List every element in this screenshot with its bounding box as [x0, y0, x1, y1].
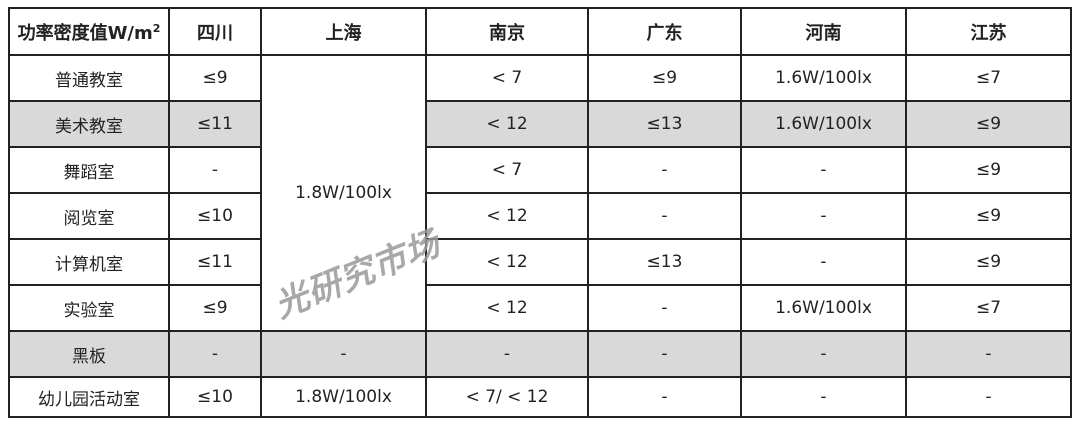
cell: ≤10 — [168, 376, 262, 418]
cell: 1.8W/100lx — [260, 376, 427, 418]
cell: - — [740, 192, 907, 240]
cell: < 12 — [425, 284, 589, 332]
cell: 1.6W/100lx — [740, 284, 907, 332]
cell: ≤10 — [168, 192, 262, 240]
cell: ≤9 — [905, 100, 1072, 148]
cell: - — [905, 330, 1072, 378]
row-label: 普通教室 — [8, 54, 170, 102]
cell: - — [740, 330, 907, 378]
row-label: 实验室 — [8, 284, 170, 332]
cell: < 7/ < 12 — [425, 376, 589, 418]
row-label: 计算机室 — [8, 238, 170, 286]
corner-header: 功率密度值W/m2 — [8, 7, 170, 56]
row-label: 幼儿园活动室 — [8, 376, 170, 418]
cell: - — [740, 146, 907, 194]
cell: ≤9 — [168, 54, 262, 102]
row-label: 阅览室 — [8, 192, 170, 240]
cell: < 7 — [425, 146, 589, 194]
cell: ≤9 — [905, 146, 1072, 194]
col-header: 上海 — [260, 7, 427, 56]
cell: - — [587, 330, 742, 378]
cell: - — [740, 238, 907, 286]
row-label: 舞蹈室 — [8, 146, 170, 194]
header-row: 功率密度值W/m2 四川 上海 南京 广东 河南 江苏 — [8, 7, 1072, 56]
table-row: 阅览室 ≤10 < 12 - - ≤9 — [8, 192, 1072, 240]
table-row: 实验室 ≤9 < 12 - 1.6W/100lx ≤7 — [8, 284, 1072, 332]
table-row-blackboard: 黑板 - - - - - - — [8, 330, 1072, 378]
cell: ≤9 — [905, 238, 1072, 286]
cell: - — [587, 376, 742, 418]
table-row: 美术教室 ≤11 < 12 ≤13 1.6W/100lx ≤9 — [8, 100, 1072, 148]
cell: < 12 — [425, 238, 589, 286]
cell: - — [587, 284, 742, 332]
row-label: 黑板 — [8, 330, 170, 378]
table-row-kindergarten: 幼儿园活动室 ≤10 1.8W/100lx < 7/ < 12 - - - — [8, 376, 1072, 418]
col-header: 江苏 — [905, 7, 1072, 56]
cell: - — [168, 146, 262, 194]
cell: - — [587, 192, 742, 240]
cell: - — [425, 330, 589, 378]
cell: 1.6W/100lx — [740, 54, 907, 102]
cell: < 7 — [425, 54, 589, 102]
cell: - — [587, 146, 742, 194]
row-label: 美术教室 — [8, 100, 170, 148]
cell: - — [905, 376, 1072, 418]
col-header: 河南 — [740, 7, 907, 56]
col-header: 广东 — [587, 7, 742, 56]
cell: ≤9 — [905, 192, 1072, 240]
cell: ≤9 — [168, 284, 262, 332]
table-row: 舞蹈室 - < 7 - - ≤9 — [8, 146, 1072, 194]
cell: - — [168, 330, 262, 378]
cell: ≤13 — [587, 238, 742, 286]
table-row: 计算机室 ≤11 < 12 ≤13 - ≤9 — [8, 238, 1072, 286]
shanghai-merged-cell: 1.8W/100lx — [260, 54, 427, 332]
cell: ≤9 — [587, 54, 742, 102]
cell: 1.6W/100lx — [740, 100, 907, 148]
cell: ≤11 — [168, 100, 262, 148]
power-density-table: 功率密度值W/m2 四川 上海 南京 广东 河南 江苏 普通教室 ≤9 1.8W… — [8, 7, 1072, 418]
cell: - — [740, 376, 907, 418]
cell: < 12 — [425, 192, 589, 240]
cell: ≤13 — [587, 100, 742, 148]
cell: ≤7 — [905, 284, 1072, 332]
cell: ≤7 — [905, 54, 1072, 102]
col-header: 四川 — [168, 7, 262, 56]
cell: < 12 — [425, 100, 589, 148]
cell: - — [260, 330, 427, 378]
cell: ≤11 — [168, 238, 262, 286]
table-row: 普通教室 ≤9 1.8W/100lx < 7 ≤9 1.6W/100lx ≤7 — [8, 54, 1072, 332]
col-header: 南京 — [425, 7, 589, 56]
